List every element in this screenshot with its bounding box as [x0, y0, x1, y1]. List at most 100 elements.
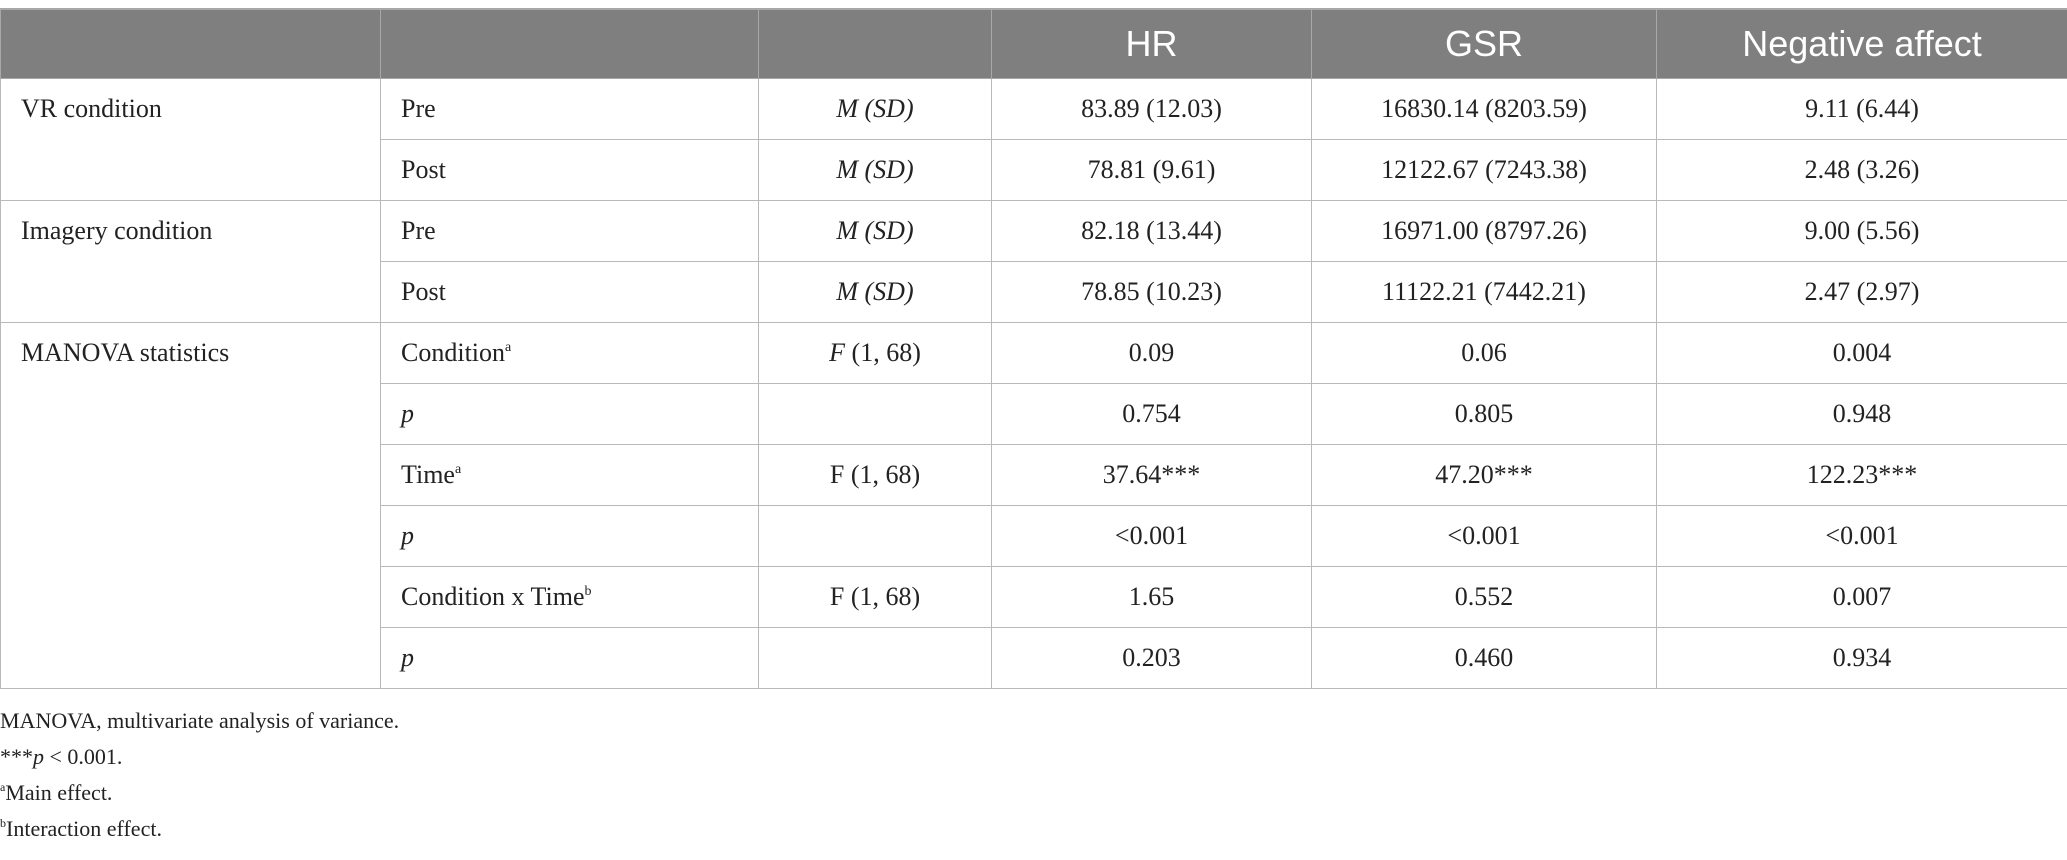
value-cell-negative-affect: 9.00 (5.56) — [1656, 200, 2067, 262]
table-row: Post M (SD) 78.85 (10.23) 11122.21 (7442.21… — [1, 261, 2067, 323]
group-label-cell: VR condition — [0, 78, 381, 201]
statistic-label: M (SD) — [836, 155, 914, 184]
table-row: Timea F (1, 68) 37.64*** 47.20*** 122.23*** — [1, 444, 2067, 506]
results-table: HR GSR Negative affect VR condition Pre M … — [0, 8, 2067, 689]
value-cell-negative-affect: 0.004 — [1656, 322, 2067, 384]
row-label: p — [401, 399, 414, 428]
table-row: p 0.203 0.460 0.934 — [1, 627, 2067, 689]
value-cell-hr: 78.85 (10.23) — [991, 261, 1312, 323]
header-cell-negative-affect: Negative affect — [1656, 8, 2067, 79]
row-label-cell: Conditiona — [380, 322, 759, 384]
value-cell-gsr: <0.001 — [1311, 505, 1657, 567]
value-cell-gsr: 0.06 — [1311, 322, 1657, 384]
value-cell-gsr: 12122.67 (7243.38) — [1311, 139, 1657, 201]
footnote-significance-stars: *** — [0, 744, 33, 769]
header-cell-hr: HR — [991, 8, 1312, 79]
statistic-df: (1, 68) — [845, 338, 921, 367]
statistic-cell: F (1, 68) — [758, 566, 992, 628]
table-row: p 0.754 0.805 0.948 — [1, 383, 2067, 445]
row-label-cell: Post — [380, 139, 759, 201]
row-label-cell: Post — [380, 261, 759, 323]
footnote-abbreviation-text: MANOVA, multivariate analysis of varianc… — [0, 708, 400, 733]
statistic-cell: M (SD) — [758, 261, 992, 323]
value-cell-negative-affect: 2.48 (3.26) — [1656, 139, 2067, 201]
row-label: p — [401, 521, 414, 550]
footnote-interaction-effect-text: Interaction effect. — [6, 816, 162, 841]
value-cell-negative-affect: <0.001 — [1656, 505, 2067, 567]
header-cell-label — [380, 8, 759, 79]
value-cell-gsr: 47.20*** — [1311, 444, 1657, 506]
value-cell-gsr: 0.460 — [1311, 627, 1657, 689]
header-cell-gsr: GSR — [1311, 8, 1657, 79]
footnote-interaction-effect: bInteraction effect. — [0, 816, 399, 846]
row-label: Condition — [401, 338, 506, 367]
footnote-significance-p: p — [33, 744, 44, 769]
row-label-cell: p — [380, 383, 759, 445]
row-label-cell: Pre — [380, 78, 759, 140]
results-table-container: HR GSR Negative affect VR condition Pre M … — [0, 8, 2067, 689]
value-cell-negative-affect: 9.11 (6.44) — [1656, 78, 2067, 140]
table-row: Condition x Timeb F (1, 68) 1.65 0.552 0.007 — [1, 566, 2067, 628]
footnote-main-effect-text: Main effect. — [5, 780, 113, 805]
row-label-cell: Timea — [380, 444, 759, 506]
table-footnotes: MANOVA, multivariate analysis of varianc… — [0, 710, 399, 854]
value-cell-negative-affect: 122.23*** — [1656, 444, 2067, 506]
value-cell-gsr: 0.552 — [1311, 566, 1657, 628]
statistic-label: M (SD) — [836, 277, 914, 306]
value-cell-gsr: 16971.00 (8797.26) — [1311, 200, 1657, 262]
value-cell-hr: 0.203 — [991, 627, 1312, 689]
value-cell-hr: 1.65 — [991, 566, 1312, 628]
value-cell-negative-affect: 2.47 (2.97) — [1656, 261, 2067, 323]
value-cell-negative-affect: 0.948 — [1656, 383, 2067, 445]
value-cell-hr: 37.64*** — [991, 444, 1312, 506]
statistic-label: F (1, 68) — [829, 460, 921, 489]
group-label-cell: Imagery condition — [0, 200, 381, 323]
row-label-cell: Condition x Timeb — [380, 566, 759, 628]
value-cell-negative-affect: 0.007 — [1656, 566, 2067, 628]
footnote-main-effect: aMain effect. — [0, 780, 399, 810]
row-label-cell: Pre — [380, 200, 759, 262]
row-label: Pre — [401, 216, 436, 245]
row-label-cell: p — [380, 505, 759, 567]
value-cell-gsr: 11122.21 (7442.21) — [1311, 261, 1657, 323]
footnote-interaction-effect-marker: b — [0, 816, 6, 830]
statistic-cell — [758, 627, 992, 689]
header-cell-stat — [758, 8, 992, 79]
statistic-cell — [758, 383, 992, 445]
row-label: Post — [401, 155, 446, 184]
row-label-cell: p — [380, 627, 759, 689]
row-label-footnote-marker: b — [584, 584, 592, 599]
footnote-significance: ***p < 0.001. — [0, 746, 399, 774]
footnote-main-effect-marker: a — [0, 780, 6, 794]
statistic-label: M (SD) — [836, 94, 914, 123]
statistic-cell: F (1, 68) — [758, 444, 992, 506]
statistic-label: F (1, 68) — [829, 582, 921, 611]
footnote-abbreviation: MANOVA, multivariate analysis of varianc… — [0, 710, 399, 738]
row-label: p — [401, 643, 414, 672]
value-cell-hr: 83.89 (12.03) — [991, 78, 1312, 140]
value-cell-negative-affect: 0.934 — [1656, 627, 2067, 689]
table-row: VR condition Pre M (SD) 83.89 (12.03) 16830.… — [0, 78, 2067, 201]
row-label: Post — [401, 277, 446, 306]
row-label: Time — [401, 460, 455, 489]
group-label-cell: MANOVA statistics — [0, 322, 381, 689]
value-cell-gsr: 16830.14 (8203.59) — [1311, 78, 1657, 140]
footnote-significance-text: < 0.001. — [44, 744, 123, 769]
value-cell-hr: 0.754 — [991, 383, 1312, 445]
table-body: VR condition Pre M (SD) 83.89 (12.03) 16830.… — [0, 78, 2067, 689]
value-cell-hr: 78.81 (9.61) — [991, 139, 1312, 201]
row-label: Condition x Time — [401, 582, 585, 611]
header-row: HR GSR Negative affect — [0, 8, 2067, 79]
row-label: Pre — [401, 94, 436, 123]
statistic-symbol: F — [829, 338, 846, 367]
value-cell-hr: 0.09 — [991, 322, 1312, 384]
table-row: MANOVA statistics Conditiona F (1, 68) 0.09… — [0, 322, 2067, 689]
statistic-label: M (SD) — [836, 216, 914, 245]
statistic-cell — [758, 505, 992, 567]
statistic-cell: M (SD) — [758, 78, 992, 140]
row-label-footnote-marker: a — [505, 340, 512, 355]
statistic-cell: M (SD) — [758, 200, 992, 262]
table-row: Imagery condition Pre M (SD) 82.18 (13.44) 1… — [0, 200, 2067, 323]
statistic-cell: M (SD) — [758, 139, 992, 201]
value-cell-hr: <0.001 — [991, 505, 1312, 567]
